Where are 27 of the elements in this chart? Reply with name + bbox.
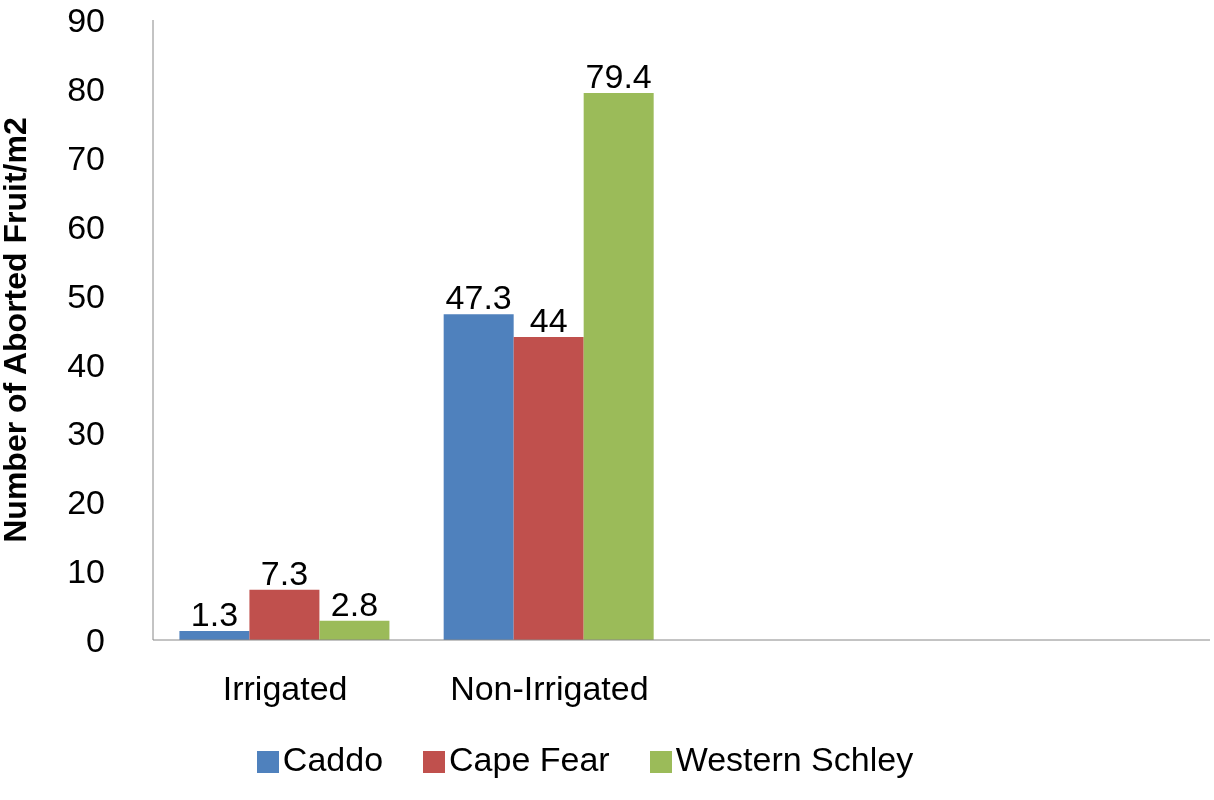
y-tick-label: 80 <box>67 69 105 108</box>
y-tick-label: 10 <box>67 552 105 591</box>
y-tick-label: 90 <box>67 1 105 40</box>
data-label: 79.4 <box>585 57 652 96</box>
x-tick-label: Irrigated <box>222 669 348 708</box>
data-label: 7.3 <box>260 553 309 592</box>
data-label: 44 <box>529 300 568 339</box>
data-label: 47.3 <box>445 278 512 317</box>
y-tick-label: 70 <box>67 138 105 177</box>
bar <box>513 336 584 640</box>
bar <box>249 589 320 640</box>
bar <box>443 314 514 640</box>
y-tick-label: 40 <box>67 345 105 384</box>
bar <box>583 93 654 640</box>
y-tick-label: 50 <box>67 276 105 315</box>
x-tick-label: Non-Irrigated <box>450 669 649 708</box>
legend-label: Cape Fear <box>449 740 610 778</box>
y-tick-label: 0 <box>86 621 105 660</box>
y-tick-label: 20 <box>67 483 105 522</box>
y-tick-label: 30 <box>67 414 105 453</box>
y-tick-label: 60 <box>67 207 105 246</box>
bar <box>319 620 390 640</box>
y-axis-title: Number of Aborted Fruit/m2 <box>0 117 34 543</box>
legend-label: Western Schley <box>675 740 914 778</box>
data-label: 1.3 <box>190 595 239 634</box>
data-label: 2.8 <box>330 584 379 623</box>
legend-label: Caddo <box>282 740 384 778</box>
